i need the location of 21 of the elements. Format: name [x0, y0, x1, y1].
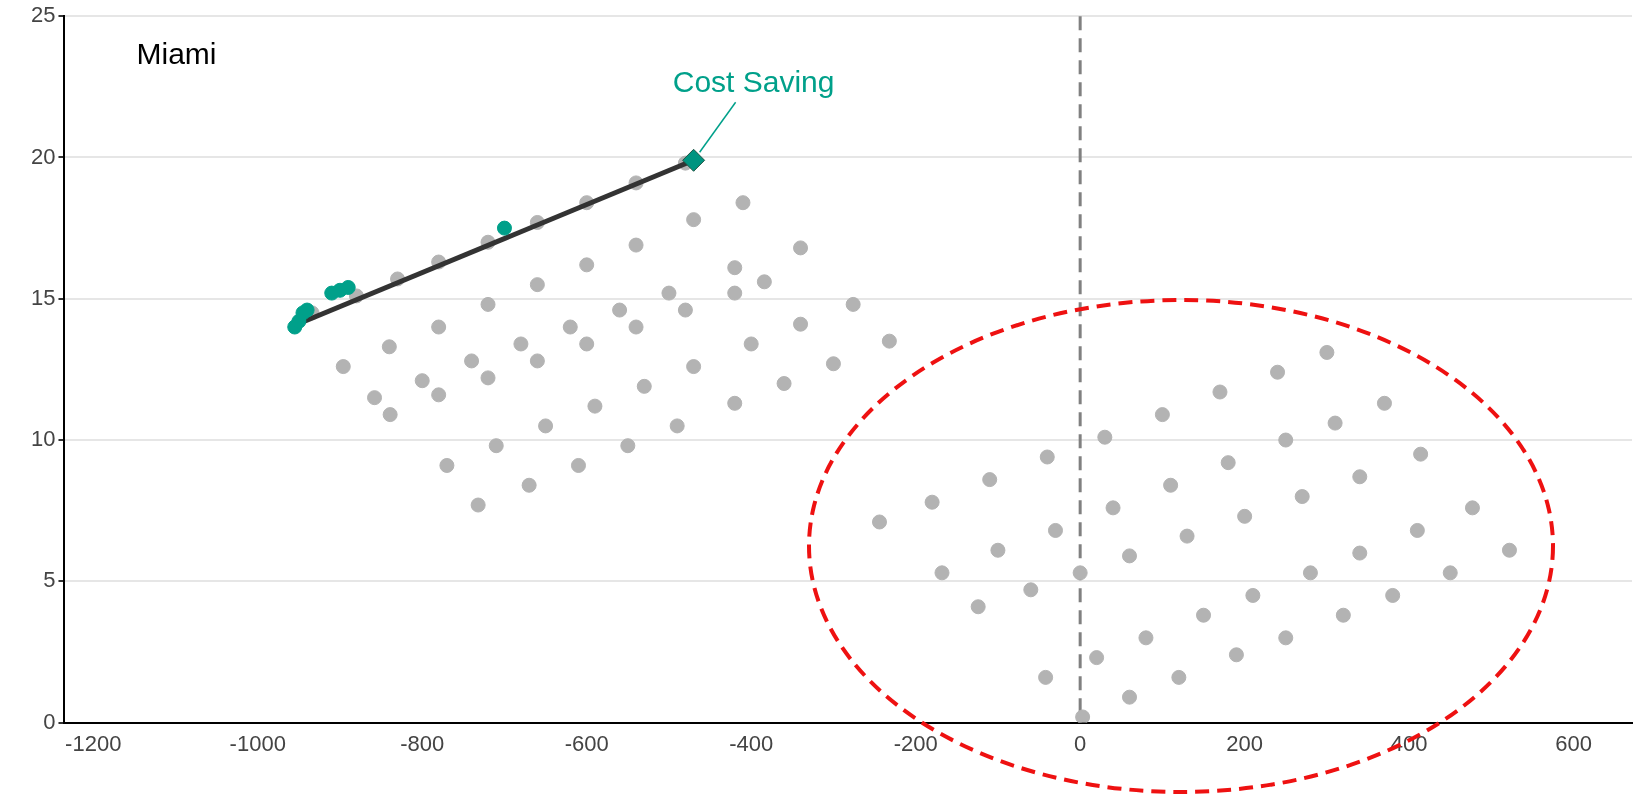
- point: [682, 148, 706, 172]
- x-tick-label: -1200: [65, 730, 122, 756]
- x-tick-label: 600: [1555, 730, 1592, 756]
- y-tick-label: 20: [30, 143, 56, 169]
- point: [496, 220, 512, 236]
- annotation: Miami: [136, 37, 217, 71]
- annotation: Cost Saving: [672, 64, 835, 98]
- x-tick-label: 200: [1226, 730, 1263, 756]
- y-tick-label: 10: [30, 426, 56, 452]
- x-tick-label: -400: [729, 730, 774, 756]
- point: [299, 302, 315, 318]
- x-tick-label: -800: [400, 730, 445, 756]
- y-tick-label: 15: [30, 284, 56, 310]
- y-tick-label: 5: [43, 567, 56, 593]
- y-tick-label: 25: [30, 2, 56, 28]
- y-tick-label: 0: [43, 708, 56, 734]
- x-tick-label: -1000: [229, 730, 286, 756]
- x-tick-label: 0: [1074, 730, 1087, 756]
- point: [340, 279, 356, 295]
- x-tick-label: -200: [893, 730, 938, 756]
- x-tick-label: -600: [564, 730, 609, 756]
